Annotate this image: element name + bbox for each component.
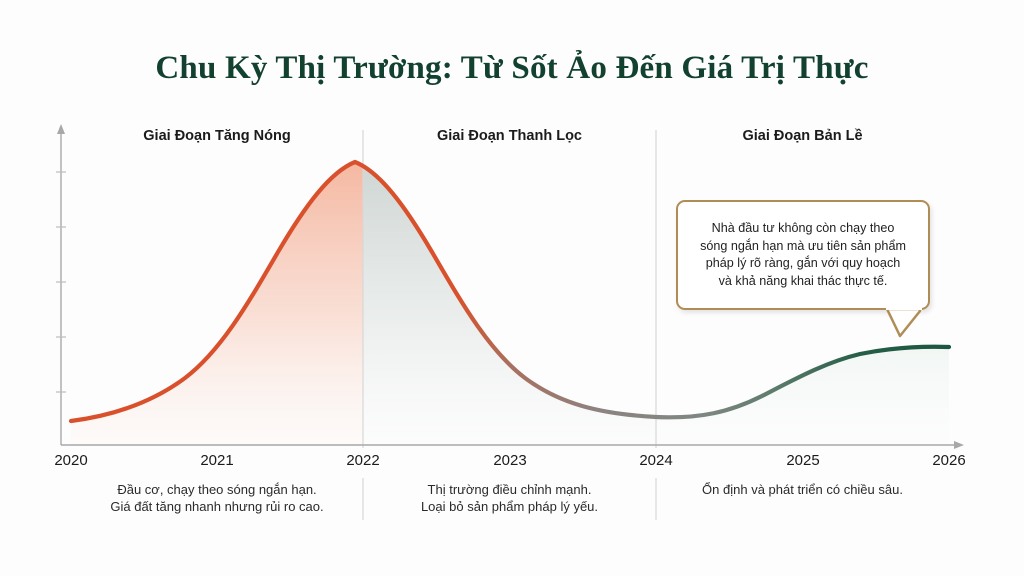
phase-label-ban-le: Giai Đoạn Bản Lề: [742, 128, 863, 144]
phase-label-thanh-loc: Giai Đoạn Thanh Lọc: [436, 128, 582, 144]
x-axis-arrow-icon: [954, 441, 964, 449]
callout-tail-icon: [886, 308, 922, 338]
callout-line: sóng ngắn hạn mà ưu tiên sản phẩm: [700, 238, 906, 253]
x-tick-2024: 2024: [639, 452, 673, 469]
callout-line: và khả năng khai thác thực tế.: [718, 273, 888, 288]
phase-caption-ban-le: Ổn định và phát triển có chiều sâu.: [656, 481, 949, 498]
callout-line: Nhà đầu tư không còn chạy theo: [711, 221, 895, 235]
caption-line: Giá đất tăng nhanh nhưng rủi ro cao.: [110, 499, 324, 514]
phase-caption-thanh-loc: Thị trường điều chỉnh mạnh. Loại bỏ sản …: [363, 481, 656, 515]
caption-line: Thị trường điều chỉnh mạnh.: [427, 482, 592, 497]
phase-caption-tang-nong: Đầu cơ, chạy theo sóng ngắn hạn. Giá đất…: [71, 481, 363, 515]
x-tick-2026: 2026: [932, 452, 966, 469]
x-tick-2022: 2022: [346, 452, 380, 469]
x-tick-2025: 2025: [786, 452, 820, 469]
callout-line: pháp lý rõ ràng, gắn với quy hoạch: [705, 256, 901, 270]
caption-line: Ổn định và phát triển có chiều sâu.: [702, 482, 903, 497]
x-tick-2023: 2023: [493, 452, 527, 469]
callout-text: Nhà đầu tư không còn chạy theo sóng ngắn…: [691, 220, 915, 290]
y-axis-arrow-icon: [57, 124, 65, 134]
caption-line: Loại bỏ sản phẩm pháp lý yếu.: [420, 499, 599, 514]
page-title: Chu Kỳ Thị Trường: Từ Sốt Ảo Đến Giá Trị…: [155, 50, 869, 86]
x-tick-2021: 2021: [200, 452, 234, 469]
insight-callout: Nhà đầu tư không còn chạy theo sóng ngắn…: [676, 200, 930, 310]
y-axis-ticks: [56, 171, 66, 393]
caption-line: Đầu cơ, chạy theo sóng ngắn hạn.: [117, 482, 317, 497]
x-tick-2020: 2020: [54, 452, 88, 469]
phase-label-tang-nong: Giai Đoạn Tăng Nóng: [143, 128, 291, 144]
